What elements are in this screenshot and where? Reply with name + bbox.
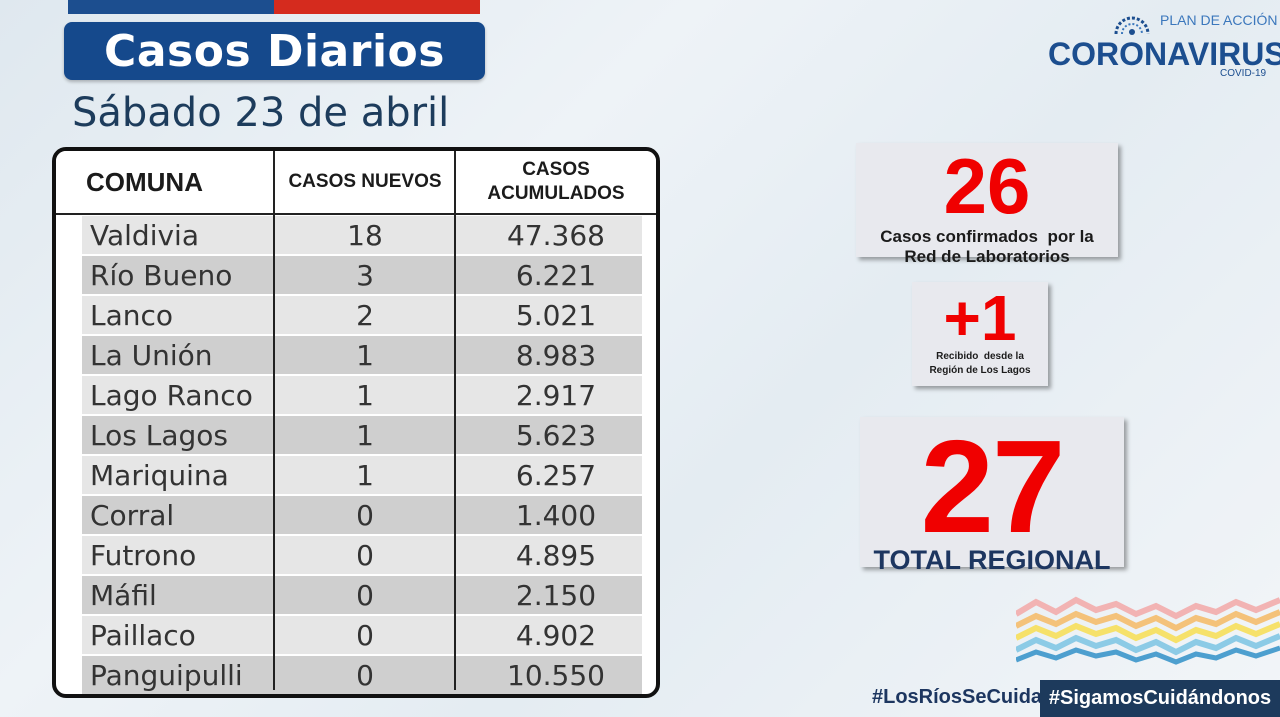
total-regional-value: 27 [920,413,1066,560]
cell-casos-nuevos: 0 [356,538,374,572]
cases-table: COMUNA CASOS NUEVOS CASOS ACUMULADOS Val… [52,147,660,698]
received-cases-label-line1: Recibido desde la [936,351,1024,362]
flag-stripe-red [274,0,480,14]
cell-comuna: La Unión [90,338,213,372]
cell-casos-nuevos: 0 [356,658,374,692]
cell-casos-acumulados: 4.902 [515,618,597,652]
table-row: Lanco 2 5.021 [56,295,656,335]
lab-cases-label: Casos confirmados por la Red de Laborato… [856,227,1118,267]
row-background [82,296,642,334]
cell-comuna: Valdivia [90,218,199,252]
cell-casos-acumulados: 1.400 [515,498,597,532]
cell-casos-acumulados: 8.983 [515,338,597,372]
cell-comuna: Corral [90,498,175,532]
row-background [82,616,642,654]
cell-casos-acumulados: 47.368 [507,218,605,252]
cell-comuna: Río Bueno [90,258,233,292]
table-row: Río Bueno 3 6.221 [56,255,656,295]
cell-comuna: Paillaco [90,618,196,652]
total-regional-label: TOTAL REGIONAL [873,545,1111,575]
table-header: COMUNA CASOS NUEVOS CASOS ACUMULADOS [56,151,656,215]
received-cases-card: +1 Recibido desde la Región de Los Lagos [912,282,1048,386]
lab-cases-card: 26 Casos confirmados por la Red de Labor… [856,142,1118,266]
total-regional-card: 27 TOTAL REGIONAL [860,413,1124,575]
cell-casos-nuevos: 1 [356,418,374,452]
row-background [82,256,642,294]
cell-casos-nuevos: 1 [356,338,374,372]
cell-casos-nuevos: 1 [356,458,374,492]
cell-casos-acumulados: 5.623 [515,418,597,452]
logo-coronavirus-text: CORONAVIRUS [1048,36,1280,72]
table-row: Valdivia 18 47.368 [56,215,656,255]
cell-casos-acumulados: 6.221 [515,258,597,292]
table-row: La Unión 1 8.983 [56,335,656,375]
cell-comuna: Los Lagos [90,418,228,452]
cell-comuna: Futrono [90,538,197,572]
cell-comuna: Mariquina [90,458,229,492]
lab-cases-label-line2: Red de Laboratorios [904,247,1070,266]
row-background [82,376,642,414]
cell-casos-acumulados: 5.021 [515,298,597,332]
table-row: Futrono 0 4.895 [56,535,656,575]
hashtag-los-rios: #LosRíosSeCuida [872,686,1043,708]
row-background [82,536,642,574]
header-acum-line1: CASOS [522,159,590,180]
cell-casos-nuevos: 0 [356,618,374,652]
row-background [82,496,642,534]
header-comuna: COMUNA [86,166,203,197]
cell-casos-acumulados: 4.895 [515,538,597,572]
lab-cases-value: 26 [943,142,1031,230]
page-title: Casos Diarios [104,25,445,77]
cell-comuna: Máfil [90,578,157,612]
flag-stripe-blue [68,0,274,14]
cell-comuna: Panguipulli [90,658,243,692]
row-background [82,416,642,454]
logo-plan-text: PLAN DE ACCIÓN [1160,12,1278,28]
cell-casos-nuevos: 0 [356,498,374,532]
cell-casos-nuevos: 18 [347,218,383,252]
title-banner: Casos Diarios [64,22,485,80]
government-seal-icon [1114,16,1150,35]
date-subtitle: Sábado 23 de abril [72,90,450,136]
cell-casos-acumulados: 2.917 [515,378,597,412]
row-background [82,576,642,614]
cell-casos-acumulados: 6.257 [515,458,597,492]
table-row: Panguipulli 0 10.550 [56,655,656,694]
cell-casos-nuevos: 0 [356,578,374,612]
cell-comuna: Lanco [90,298,174,332]
received-cases-label-line2: Región de Los Lagos [929,365,1031,376]
received-cases-value: +1 [943,282,1017,354]
logo-covid-text: COVID-19 [1220,68,1267,79]
hashtag-sigamos: #SigamosCuidándonos [1048,687,1272,709]
column-divider [273,151,275,690]
table-row: Paillaco 0 4.902 [56,615,656,655]
cell-casos-nuevos: 3 [356,258,374,292]
lab-cases-label-line1: Casos confirmados por la [880,227,1094,246]
cell-casos-nuevos: 2 [356,298,374,332]
column-divider [454,151,456,690]
decorative-waves-graphic [1016,596,1280,665]
row-background [82,656,642,694]
cell-casos-acumulados: 2.150 [515,578,597,612]
header-acum-line2: ACUMULADOS [487,183,625,204]
table-row: Los Lagos 1 5.623 [56,415,656,455]
table-row: Máfil 0 2.150 [56,575,656,615]
table-row: Mariquina 1 6.257 [56,455,656,495]
row-background [82,336,642,374]
cell-casos-nuevos: 1 [356,378,374,412]
header-casos-nuevos: CASOS NUEVOS [288,171,442,192]
cell-comuna: Lago Ranco [90,378,253,412]
table-row: Lago Ranco 1 2.917 [56,375,656,415]
cell-casos-acumulados: 10.550 [507,658,605,692]
received-cases-label: Recibido desde la Región de Los Lagos [912,350,1048,378]
hashtag-banner: #SigamosCuidándonos [1040,680,1280,717]
header-casos-acumulados: CASOS ACUMULADOS [456,151,656,213]
row-background [82,216,642,254]
table-row: Corral 0 1.400 [56,495,656,535]
row-background [82,456,642,494]
